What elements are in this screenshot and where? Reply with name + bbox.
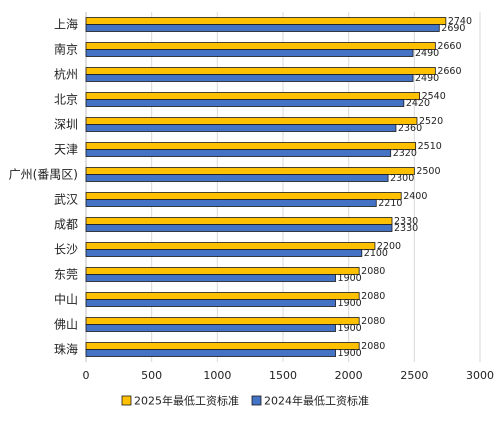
category-label: 广州(番禺区) <box>9 168 78 182</box>
bar-2025 <box>85 42 436 50</box>
category-label: 中山 <box>54 292 78 307</box>
data-label: 2420 <box>406 98 430 109</box>
category-label: 佛山 <box>54 318 78 332</box>
legend-swatch <box>251 395 262 406</box>
bar-2025 <box>85 267 360 275</box>
data-label: 1900 <box>338 273 362 284</box>
bars <box>85 17 447 357</box>
data-label: 2210 <box>378 198 402 209</box>
category-label: 东莞 <box>54 268 78 282</box>
category-label: 上海 <box>54 17 78 32</box>
bar-2025 <box>85 117 418 125</box>
data-label: 1900 <box>338 348 362 359</box>
bar-2024 <box>85 74 414 82</box>
bar-2024 <box>85 174 389 182</box>
category-label: 深圳 <box>54 118 78 132</box>
x-tick-label: 0 <box>83 369 90 382</box>
data-label: 2200 <box>377 241 401 252</box>
bar-2025 <box>85 67 436 75</box>
data-label: 2540 <box>422 91 446 102</box>
data-label: 2080 <box>361 291 385 302</box>
data-label: 2080 <box>361 341 385 352</box>
data-label: 1900 <box>338 298 362 309</box>
data-label: 2500 <box>416 166 440 177</box>
data-label: 2510 <box>418 141 442 152</box>
bar-2025 <box>85 292 360 300</box>
category-label: 珠海 <box>54 342 78 357</box>
category-label: 南京 <box>54 42 78 57</box>
bar-2025 <box>85 167 415 175</box>
data-label: 2520 <box>419 116 443 127</box>
category-label: 长沙 <box>54 243 78 257</box>
x-tick-label: 2500 <box>400 369 428 382</box>
category-label: 天津 <box>54 143 78 157</box>
legend-label: 2025年最低工资标准 <box>134 394 239 408</box>
x-tick-label: 1000 <box>203 369 231 382</box>
bar-2024 <box>85 299 336 307</box>
legend-swatch <box>121 395 132 406</box>
data-label: 2660 <box>437 41 461 52</box>
data-label: 2490 <box>415 73 439 84</box>
bar-2024 <box>85 249 363 257</box>
data-label: 2400 <box>403 191 427 202</box>
bar-2024 <box>85 274 336 282</box>
bar-2025 <box>85 242 376 250</box>
bar-2025 <box>85 342 360 350</box>
data-labels: 2740269026602490266024902540242025202360… <box>338 16 473 359</box>
bar-2025 <box>85 317 360 325</box>
data-label: 2660 <box>437 66 461 77</box>
x-tick-label: 1500 <box>269 369 297 382</box>
bar-2025 <box>85 92 420 100</box>
bar-2024 <box>85 224 393 232</box>
bar-2024 <box>85 49 414 57</box>
bar-2024 <box>85 124 397 132</box>
category-label: 武汉 <box>54 193 78 207</box>
legend: 2025年最低工资标准 2024年最低工资标准 <box>121 394 369 408</box>
x-tick-label: 2000 <box>335 369 363 382</box>
data-label: 2100 <box>364 248 388 259</box>
data-label: 2320 <box>393 148 417 159</box>
bar-2025 <box>85 217 393 225</box>
bar-2024 <box>85 99 405 107</box>
category-label: 杭州 <box>54 67 78 82</box>
bar-2025 <box>85 17 447 25</box>
x-axis-ticks: 0 500 1000 1500 2000 2500 3000 <box>83 369 495 382</box>
bar-2024 <box>85 349 336 357</box>
x-tick-label: 3000 <box>466 369 494 382</box>
data-label: 2740 <box>448 16 472 27</box>
data-label: 1900 <box>338 323 362 334</box>
gridlines <box>85 12 481 362</box>
category-label: 北京 <box>54 93 78 107</box>
data-label: 2690 <box>441 23 465 34</box>
x-tick-label: 500 <box>141 369 162 382</box>
bar-2024 <box>85 324 336 332</box>
data-label: 2360 <box>398 123 422 134</box>
data-label: 2080 <box>361 316 385 327</box>
category-label: 成都 <box>54 218 78 232</box>
bar-2024 <box>85 24 440 32</box>
data-label: 2330 <box>394 216 418 227</box>
bar-2025 <box>85 142 417 150</box>
bar-2025 <box>85 192 402 200</box>
data-label: 2330 <box>394 223 418 234</box>
data-label: 2080 <box>361 266 385 277</box>
data-label: 2490 <box>415 48 439 59</box>
bar-2024 <box>85 199 377 207</box>
data-label: 2300 <box>390 173 414 184</box>
legend-label: 2024年最低工资标准 <box>264 394 369 408</box>
bar-2024 <box>85 149 392 157</box>
